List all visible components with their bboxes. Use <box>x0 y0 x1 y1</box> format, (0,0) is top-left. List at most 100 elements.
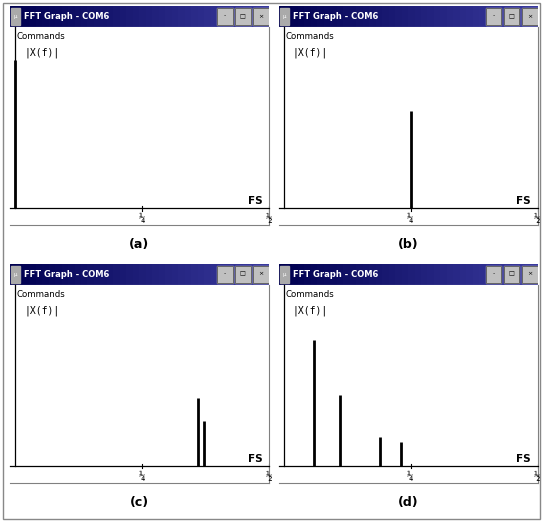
Bar <box>253 266 269 283</box>
Bar <box>236 6 243 27</box>
Bar <box>152 264 159 285</box>
Bar <box>61 6 68 27</box>
Bar <box>113 6 120 27</box>
Bar <box>113 264 120 285</box>
Bar <box>224 264 230 285</box>
Bar <box>81 264 87 285</box>
Bar <box>350 264 356 285</box>
Bar <box>318 6 324 27</box>
Bar <box>522 266 538 283</box>
Bar <box>217 266 232 283</box>
Text: ¼: ¼ <box>138 471 145 481</box>
Text: |X(f)|: |X(f)| <box>293 48 328 58</box>
Text: ×: × <box>527 271 533 277</box>
Bar <box>236 264 243 285</box>
Bar <box>74 6 81 27</box>
Text: |X(f)|: |X(f)| <box>293 306 328 316</box>
Bar <box>191 264 198 285</box>
Bar <box>107 6 113 27</box>
Text: FFT Graph - COM6: FFT Graph - COM6 <box>24 11 109 21</box>
Bar <box>11 266 20 283</box>
Bar <box>486 6 493 27</box>
Bar <box>217 264 224 285</box>
Bar <box>505 6 512 27</box>
Bar <box>298 6 305 27</box>
Bar <box>440 264 447 285</box>
Bar <box>337 6 343 27</box>
Bar <box>16 6 23 27</box>
Text: μ: μ <box>283 14 286 19</box>
Bar <box>280 8 289 25</box>
Bar <box>395 6 402 27</box>
Bar <box>414 6 421 27</box>
Bar <box>466 264 473 285</box>
Text: ½: ½ <box>534 471 541 481</box>
Bar <box>94 264 100 285</box>
Bar <box>414 264 421 285</box>
Bar <box>389 6 395 27</box>
Text: Commands: Commands <box>16 290 65 299</box>
Bar <box>343 6 350 27</box>
Bar <box>262 6 269 27</box>
Bar <box>204 264 211 285</box>
Bar <box>68 6 74 27</box>
Bar <box>29 264 36 285</box>
Bar <box>74 264 81 285</box>
Text: μ: μ <box>283 271 286 277</box>
Bar <box>165 264 172 285</box>
Bar <box>447 264 453 285</box>
Bar <box>217 266 232 283</box>
Bar <box>230 6 236 27</box>
Bar <box>36 6 42 27</box>
Bar <box>440 6 447 27</box>
Text: (d): (d) <box>398 496 418 509</box>
Bar <box>152 6 159 27</box>
Text: μ: μ <box>14 14 17 19</box>
Bar <box>466 6 473 27</box>
Text: ½: ½ <box>534 213 541 223</box>
Bar <box>146 6 152 27</box>
Bar <box>330 6 337 27</box>
Bar <box>42 6 49 27</box>
Bar <box>139 264 146 285</box>
Bar <box>253 8 269 26</box>
Text: FFT Graph - COM6: FFT Graph - COM6 <box>24 269 109 279</box>
Bar <box>356 6 363 27</box>
Bar <box>127 264 133 285</box>
Bar <box>256 264 262 285</box>
Bar <box>100 264 107 285</box>
Bar <box>522 8 538 26</box>
Bar <box>337 264 343 285</box>
Bar <box>198 6 204 27</box>
Bar <box>235 8 251 26</box>
Text: -: - <box>224 14 226 19</box>
Text: ×: × <box>527 14 533 19</box>
Bar <box>382 6 389 27</box>
Bar <box>159 6 165 27</box>
Bar <box>493 6 498 27</box>
Bar <box>10 264 16 285</box>
Bar <box>16 264 23 285</box>
Text: Commands: Commands <box>285 290 334 299</box>
Bar <box>87 264 94 285</box>
Bar <box>81 6 87 27</box>
Bar <box>178 264 185 285</box>
Bar <box>504 8 520 26</box>
Bar <box>279 6 285 27</box>
Bar <box>460 264 466 285</box>
Text: |X(f)|: |X(f)| <box>24 48 59 58</box>
Text: □: □ <box>509 271 515 277</box>
Bar <box>402 264 408 285</box>
Bar <box>453 264 460 285</box>
Bar <box>198 264 204 285</box>
Bar <box>505 264 512 285</box>
Bar <box>305 264 311 285</box>
Text: (b): (b) <box>398 238 418 251</box>
Bar <box>230 264 236 285</box>
Text: ½: ½ <box>266 213 272 223</box>
Text: Commands: Commands <box>16 32 65 41</box>
Bar <box>292 264 298 285</box>
Bar <box>11 8 20 25</box>
Bar <box>235 266 251 283</box>
Bar <box>224 6 230 27</box>
